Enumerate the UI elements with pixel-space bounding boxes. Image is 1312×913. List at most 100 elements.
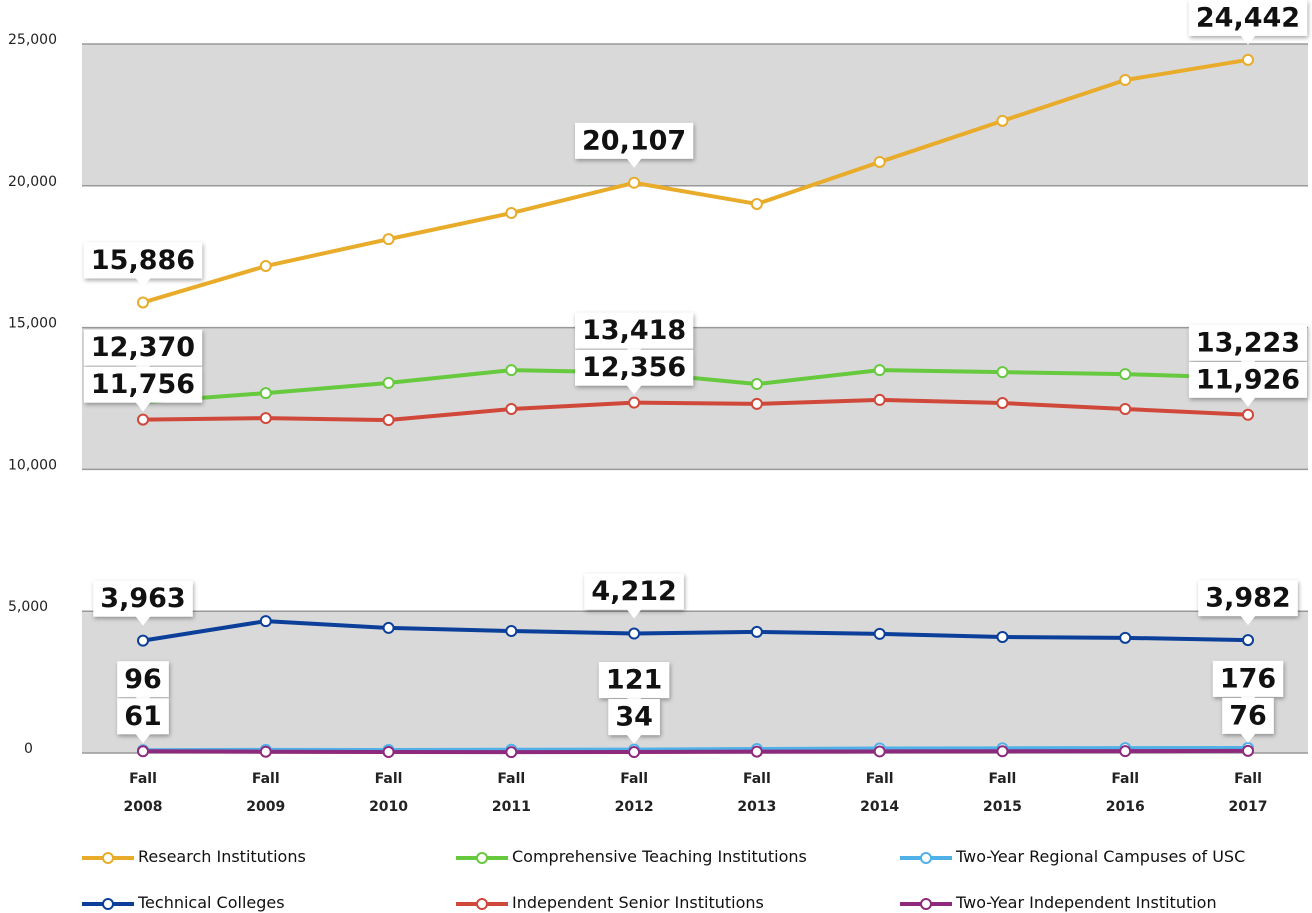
point — [137, 413, 149, 426]
series-line — [142, 368, 1249, 405]
point — [628, 627, 641, 640]
series-line — [142, 57, 1249, 305]
data-label-box — [584, 573, 684, 610]
band — [82, 327, 1308, 470]
band — [82, 44, 1308, 186]
point — [750, 745, 763, 758]
point — [628, 176, 641, 189]
data-label-pointer — [626, 157, 643, 168]
legend-label: Two-Year Regional Campuses of USC — [956, 847, 1246, 866]
point — [259, 260, 272, 273]
data-label-box — [1188, 361, 1308, 398]
point — [505, 402, 518, 415]
data-label: 76 — [1222, 697, 1274, 743]
data-label-text: 76 — [1229, 700, 1267, 731]
point — [873, 155, 886, 168]
point — [259, 387, 272, 400]
data-label-box — [598, 662, 670, 699]
data-label: 11,926 — [1188, 361, 1308, 407]
data-label-box — [83, 329, 203, 366]
y-tick-label: 0 — [24, 741, 33, 757]
point — [505, 625, 518, 638]
data-label: 34 — [608, 699, 660, 745]
point — [628, 746, 641, 759]
data-label: 12,370 — [83, 329, 203, 375]
point — [996, 114, 1009, 127]
point — [1119, 745, 1132, 758]
point — [505, 746, 518, 759]
data-label-box — [575, 349, 694, 386]
point — [873, 745, 886, 758]
data-label-pointer — [1240, 732, 1256, 743]
data-label-pointer — [1240, 396, 1256, 407]
data-label-pointer — [1240, 615, 1256, 626]
data-label: 3,982 — [1198, 580, 1298, 626]
data-label-text: 12,370 — [91, 332, 195, 363]
legend-marker — [920, 852, 932, 864]
point — [137, 634, 149, 647]
data-label-text: 121 — [606, 665, 662, 696]
series-line — [142, 397, 1249, 423]
data-label: 121 — [598, 662, 670, 708]
point — [259, 745, 272, 758]
point — [1119, 631, 1132, 644]
legend-label: Two-Year Independent Institution — [956, 893, 1217, 912]
data-label-box — [1198, 580, 1298, 617]
point — [1242, 744, 1254, 757]
data-label-box — [1188, 324, 1308, 361]
point — [137, 296, 149, 309]
y-tick-label: 5,000 — [8, 599, 48, 615]
x-tick-label: Fall 2013 — [737, 771, 777, 815]
data-label-text: 4,212 — [591, 576, 676, 607]
point — [382, 376, 395, 389]
band — [82, 611, 1308, 753]
x-tick-label: Fall 2014 — [860, 771, 900, 815]
data-label-pointer — [626, 608, 643, 619]
y-tick-label: 25,000 — [8, 32, 57, 48]
data-label: 11,756 — [83, 366, 203, 412]
point — [382, 233, 395, 246]
series-line — [142, 748, 1249, 755]
y-tick-label: 10,000 — [8, 457, 57, 473]
data-label-text: 11,756 — [91, 369, 195, 400]
data-label: 4,212 — [584, 573, 684, 619]
point — [137, 745, 149, 758]
data-label-box — [1212, 660, 1284, 697]
legend-label: Research Institutions — [138, 847, 306, 866]
point — [382, 621, 395, 634]
data-label-pointer — [135, 401, 151, 412]
data-label-pointer — [135, 277, 151, 288]
data-label-box — [608, 699, 660, 736]
point — [996, 631, 1009, 644]
point — [505, 364, 518, 377]
point — [996, 745, 1009, 758]
data-label-box — [83, 242, 203, 279]
point — [750, 378, 763, 391]
x-tick-label: Fall 2008 — [123, 771, 163, 815]
point — [505, 207, 518, 220]
point — [873, 627, 886, 640]
data-label-text: 24,442 — [1196, 2, 1300, 33]
point — [750, 625, 763, 638]
x-tick-label: Fall 2009 — [246, 771, 286, 815]
data-label-text: 20,107 — [582, 125, 686, 156]
data-label: 3,963 — [93, 580, 193, 626]
data-label: 12,356 — [575, 349, 694, 395]
x-tick-label: Fall 2017 — [1228, 771, 1268, 815]
point — [996, 366, 1009, 379]
data-label-box — [117, 698, 169, 735]
x-tick-label: Fall 2015 — [982, 771, 1022, 815]
data-label-text: 11,926 — [1196, 364, 1300, 395]
data-label-box — [117, 661, 169, 698]
point — [1119, 74, 1132, 87]
data-label-box — [83, 366, 203, 403]
point — [628, 396, 641, 409]
data-label-pointer — [1240, 34, 1256, 45]
data-label-box — [1222, 697, 1274, 734]
data-label-text: 3,982 — [1205, 583, 1290, 614]
data-label-pointer — [135, 733, 151, 744]
point — [1242, 53, 1254, 66]
x-tick-label: Fall 2012 — [614, 771, 654, 815]
data-label-box — [575, 312, 694, 349]
